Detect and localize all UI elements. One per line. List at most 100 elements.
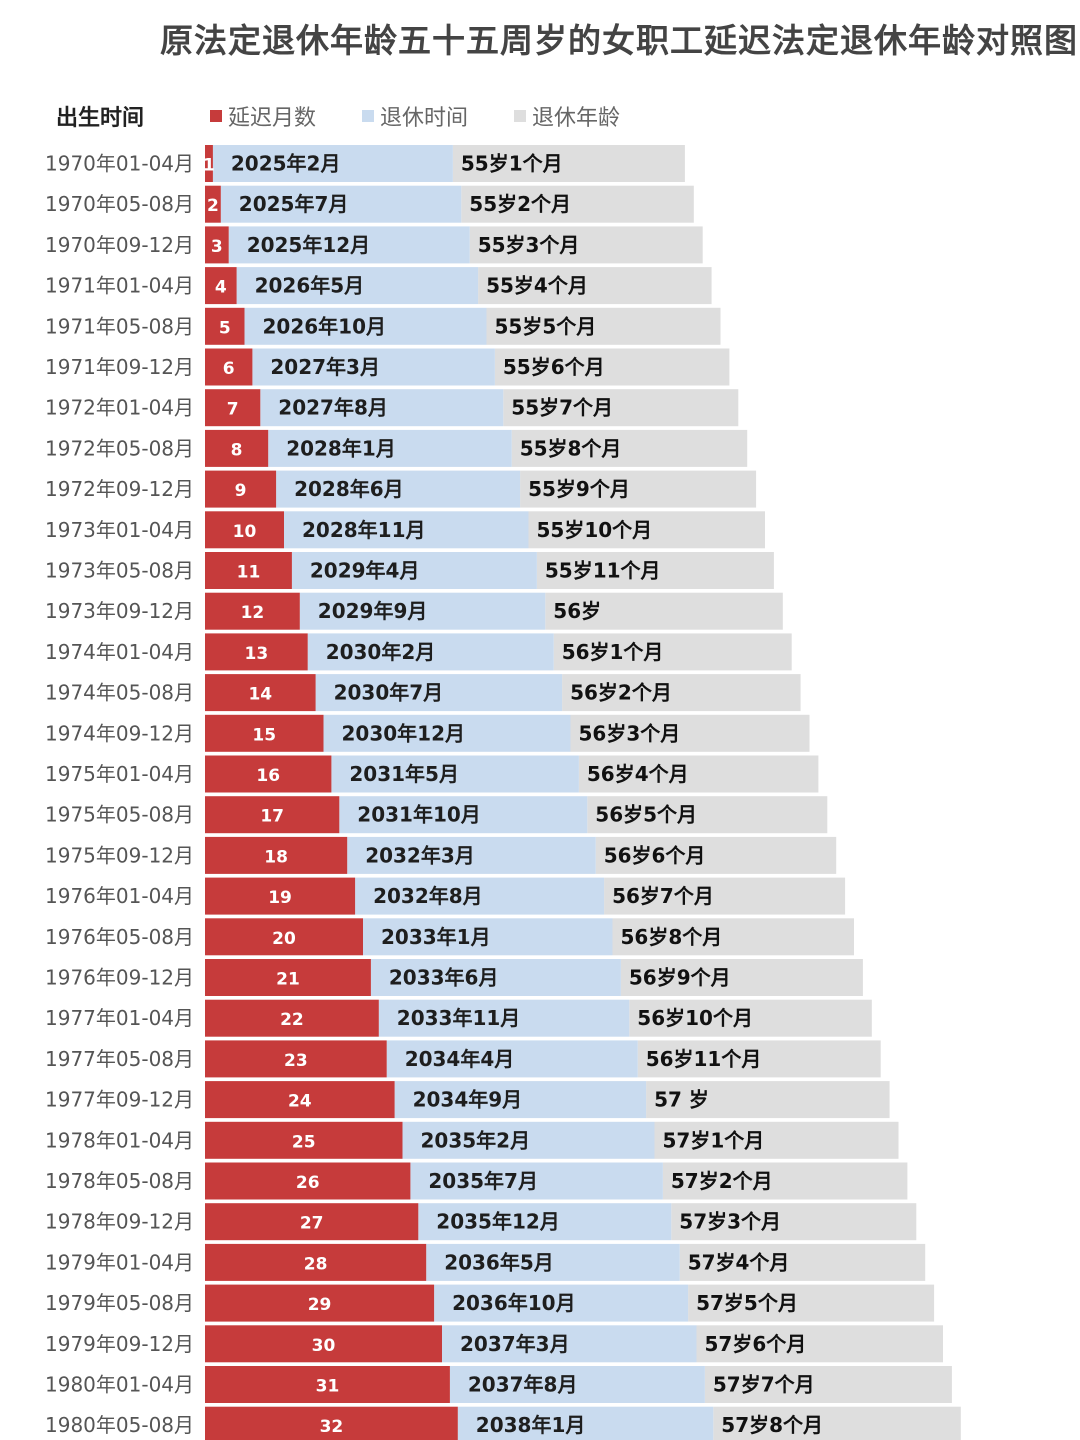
data-label-age: 57岁8个月 — [721, 1413, 823, 1437]
category-label: 1971年01-04月 — [45, 274, 194, 298]
data-label-time: 2031年10月 — [357, 803, 481, 827]
category-label: 1978年05-08月 — [45, 1169, 194, 1193]
bar-age — [486, 307, 721, 345]
bar-delay — [205, 267, 237, 305]
data-label-delay: 4 — [215, 278, 227, 298]
data-label-age: 56岁8个月 — [621, 925, 723, 949]
data-label-age: 56岁10个月 — [637, 1006, 753, 1030]
bar-delay — [205, 959, 371, 996]
data-label-age: 55岁11个月 — [545, 559, 661, 583]
data-label-delay: 31 — [316, 1377, 340, 1397]
category-label: 1972年09-12月 — [45, 477, 194, 501]
bar-delay — [205, 1243, 427, 1281]
bar-age — [494, 348, 730, 386]
legend-swatch-age — [514, 110, 527, 122]
bar-time — [323, 714, 571, 752]
bar-age — [587, 796, 828, 834]
data-label-delay: 14 — [248, 685, 272, 705]
data-label-time: 2032年3月 — [365, 843, 475, 867]
data-label-delay: 32 — [320, 1417, 344, 1437]
bar-delay — [205, 674, 316, 712]
category-label: 1973年05-08月 — [45, 559, 194, 583]
data-label-age: 56岁4个月 — [587, 762, 689, 786]
data-label-delay: 16 — [256, 766, 280, 786]
bar-time — [228, 226, 470, 264]
bar-age — [570, 714, 810, 752]
bar-age — [536, 552, 774, 589]
bar-age — [578, 755, 819, 793]
bar-time — [442, 1325, 697, 1363]
data-label-time: 2025年7月 — [239, 192, 349, 216]
data-label-delay: 1 — [203, 156, 215, 176]
bar-delay — [205, 1121, 403, 1159]
bar-time — [339, 796, 588, 834]
data-label-time: 2026年5月 — [255, 274, 365, 298]
data-label-age: 55岁6个月 — [503, 355, 605, 379]
bar-age — [620, 959, 863, 996]
data-label-time: 2028年11月 — [302, 518, 426, 542]
category-label: 1971年05-08月 — [45, 314, 194, 338]
data-label-age: 56岁9个月 — [629, 966, 731, 990]
legend-item-age: 退休年龄 — [514, 100, 620, 132]
data-label-age: 55岁3个月 — [478, 233, 580, 257]
legend-swatch-delay — [210, 110, 222, 122]
bar-age — [654, 1121, 899, 1159]
data-label-delay: 9 — [235, 481, 247, 501]
data-label-delay: 30 — [312, 1336, 336, 1356]
data-label-time: 2038年1月 — [476, 1413, 586, 1437]
bar-delay — [205, 1366, 450, 1403]
data-label-delay: 18 — [264, 847, 288, 867]
data-label-age: 55岁4个月 — [486, 274, 588, 298]
bar-time — [418, 1203, 672, 1241]
category-label: 1975年01-04月 — [45, 762, 194, 786]
data-label-age: 57岁3个月 — [679, 1210, 781, 1234]
bar-age — [662, 1162, 908, 1200]
bar-time — [402, 1121, 655, 1159]
data-label-time: 2026年10月 — [263, 314, 387, 338]
data-label-time: 2034年9月 — [413, 1088, 523, 1112]
bar-age — [696, 1325, 943, 1363]
data-label-delay: 3 — [211, 237, 223, 257]
bar-age — [671, 1203, 917, 1241]
bar-time — [212, 145, 453, 182]
bar-age — [469, 226, 703, 264]
data-label-age: 57岁1个月 — [663, 1128, 765, 1152]
bar-delay — [205, 999, 379, 1037]
category-label: 1978年09-12月 — [45, 1210, 194, 1234]
data-label-age: 57岁5个月 — [696, 1291, 798, 1315]
bar-age — [553, 633, 792, 671]
bar-time — [457, 1406, 714, 1440]
bar-time — [386, 1040, 638, 1078]
data-label-time: 2036年10月 — [452, 1291, 575, 1315]
category-label: 1974年01-04月 — [45, 640, 194, 664]
data-label-time: 2029年9月 — [318, 599, 428, 623]
data-label-age: 55岁8个月 — [520, 436, 622, 460]
bar-time — [299, 592, 546, 630]
data-label-age: 56岁 — [553, 599, 601, 623]
bar-delay — [205, 755, 332, 793]
bar-time — [347, 836, 596, 874]
bar-time — [394, 1081, 647, 1119]
category-label: 1976年09-12月 — [45, 966, 194, 990]
data-label-delay: 2 — [207, 196, 219, 216]
category-label: 1975年09-12月 — [45, 843, 194, 867]
category-label: 1978年01-04月 — [45, 1128, 194, 1152]
data-label-time: 2035年12月 — [436, 1210, 560, 1234]
category-label: 1974年05-08月 — [45, 681, 194, 705]
category-label: 1972年05-08月 — [45, 436, 194, 460]
data-label-time: 2032年8月 — [373, 884, 483, 908]
bar-age — [528, 511, 765, 549]
data-label-age: 55岁7个月 — [511, 396, 613, 420]
legend: 延迟月数 退休时间 退休年龄 — [210, 100, 620, 132]
data-label-delay: 12 — [241, 603, 265, 623]
data-label-age: 57岁2个月 — [671, 1169, 773, 1193]
legend-item-delay: 延迟月数 — [210, 100, 316, 132]
data-label-delay: 22 — [280, 1010, 304, 1030]
bar-time — [236, 267, 479, 305]
bar-time — [355, 877, 605, 915]
bar-delay — [205, 836, 348, 874]
bar-age — [503, 389, 739, 427]
category-label: 1976年05-08月 — [45, 925, 194, 949]
bar-delay — [205, 1325, 442, 1363]
